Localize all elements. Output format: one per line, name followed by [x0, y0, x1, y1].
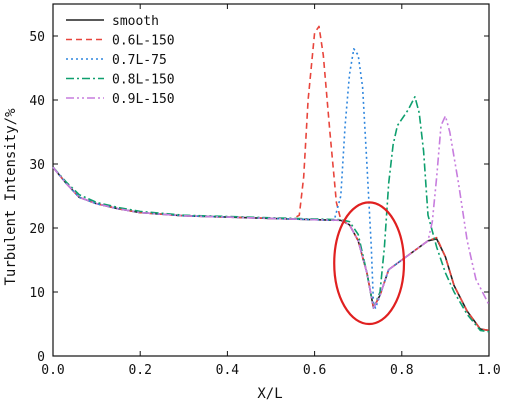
series-layer	[52, 25, 490, 333]
legend-label-0: smooth	[112, 14, 159, 29]
legend-label-4: 0.9L-150	[112, 92, 175, 107]
y-axis-label: Turbulent Intensity/%	[3, 108, 19, 286]
y-tick-label-4: 40	[29, 94, 45, 109]
y-tick-label-1: 10	[29, 286, 45, 301]
x-tick-label-4: 0.8	[390, 363, 413, 378]
x-tick-label-3: 0.6	[303, 363, 326, 378]
x-tick-label-0: 0.0	[41, 363, 64, 378]
x-tick-label-2: 0.4	[216, 363, 240, 378]
series-line-4	[52, 115, 490, 309]
highlight-ellipse-0	[333, 201, 406, 326]
x-axis-label: X/L	[257, 386, 282, 402]
plot-frame	[52, 3, 490, 357]
legend-label-2: 0.7L-75	[112, 53, 167, 68]
legend-label-1: 0.6L-150	[112, 34, 175, 49]
annotation-layer	[333, 201, 406, 326]
x-tick-label-1: 0.2	[128, 363, 151, 378]
x-tick-label-5: 1.0	[477, 363, 500, 378]
y-tick-label-0: 0	[37, 350, 45, 365]
y-tick-label-5: 50	[29, 30, 45, 45]
y-tick-label-2: 20	[29, 222, 45, 237]
series-line-3	[52, 96, 490, 333]
legend-label-3: 0.8L-150	[112, 73, 175, 88]
legend: smooth 0.6L-150 0.7L-75 0.8L-150 0.9L-150	[66, 14, 175, 107]
plot-area	[52, 3, 490, 357]
axes-layer: 0.0 0.2 0.4 0.6 0.8 1.0 0 10 20 30 40 50	[29, 4, 501, 378]
y-tick-label-3: 30	[29, 158, 45, 173]
series-line-1	[52, 25, 490, 332]
series-line-2	[52, 48, 403, 309]
series-line-0	[52, 166, 490, 332]
